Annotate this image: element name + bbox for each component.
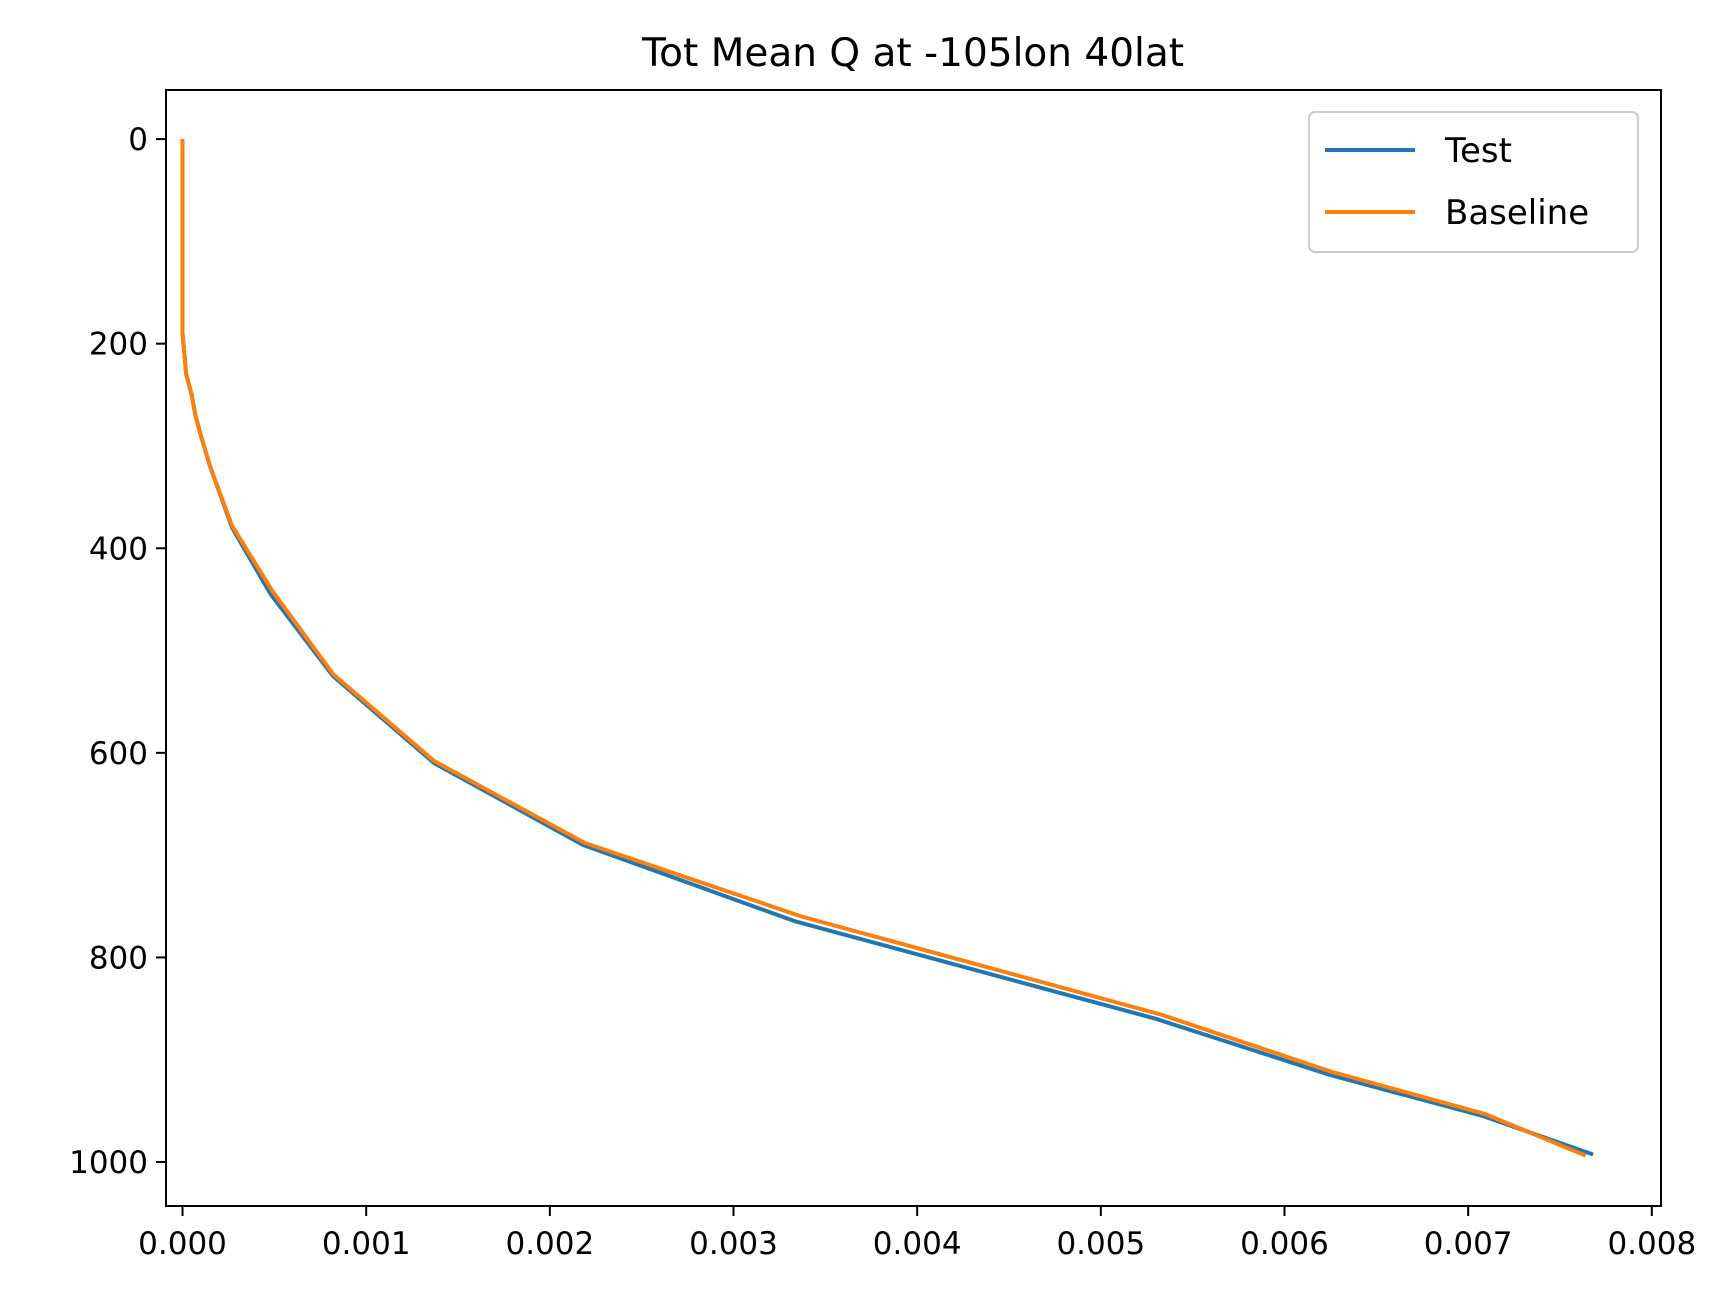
- plot-area: [165, 89, 1662, 1207]
- x-tick-label: 0.003: [689, 1226, 778, 1262]
- x-tick-label: 0.006: [1240, 1226, 1329, 1262]
- legend-box: [1308, 111, 1639, 253]
- x-axis: 0.000 0.001 0.002 0.003 0.004 0.005 0.006 0.007…: [138, 1206, 1696, 1262]
- chart-title: Tot Mean Q at -105lon 40lat: [641, 31, 1184, 76]
- x-tick-label: 0.008: [1607, 1226, 1696, 1262]
- y-tick-label: 0: [128, 122, 148, 158]
- x-tick-label: 0.000: [138, 1226, 227, 1262]
- x-tick-label: 0.005: [1056, 1226, 1145, 1262]
- legend-label-baseline: Baseline: [1445, 193, 1589, 233]
- y-tick-label: 600: [89, 736, 148, 772]
- legend-label-test: Test: [1444, 131, 1512, 171]
- y-tick-label: 800: [89, 940, 148, 976]
- y-axis: 0 200 400 600 800 1000: [69, 122, 166, 1181]
- x-tick-label: 0.001: [322, 1226, 411, 1262]
- axes-frame: [165, 89, 1662, 1207]
- y-tick-label: 1000: [69, 1145, 148, 1181]
- series-line-baseline: [180, 139, 1587, 1158]
- x-tick-label: 0.004: [873, 1226, 962, 1262]
- y-tick-label: 400: [89, 531, 148, 567]
- x-tick-label: 0.007: [1424, 1226, 1513, 1262]
- legend: Test Baseline: [1308, 111, 1639, 253]
- x-tick-label: 0.002: [505, 1226, 594, 1262]
- y-tick-label: 200: [89, 327, 148, 363]
